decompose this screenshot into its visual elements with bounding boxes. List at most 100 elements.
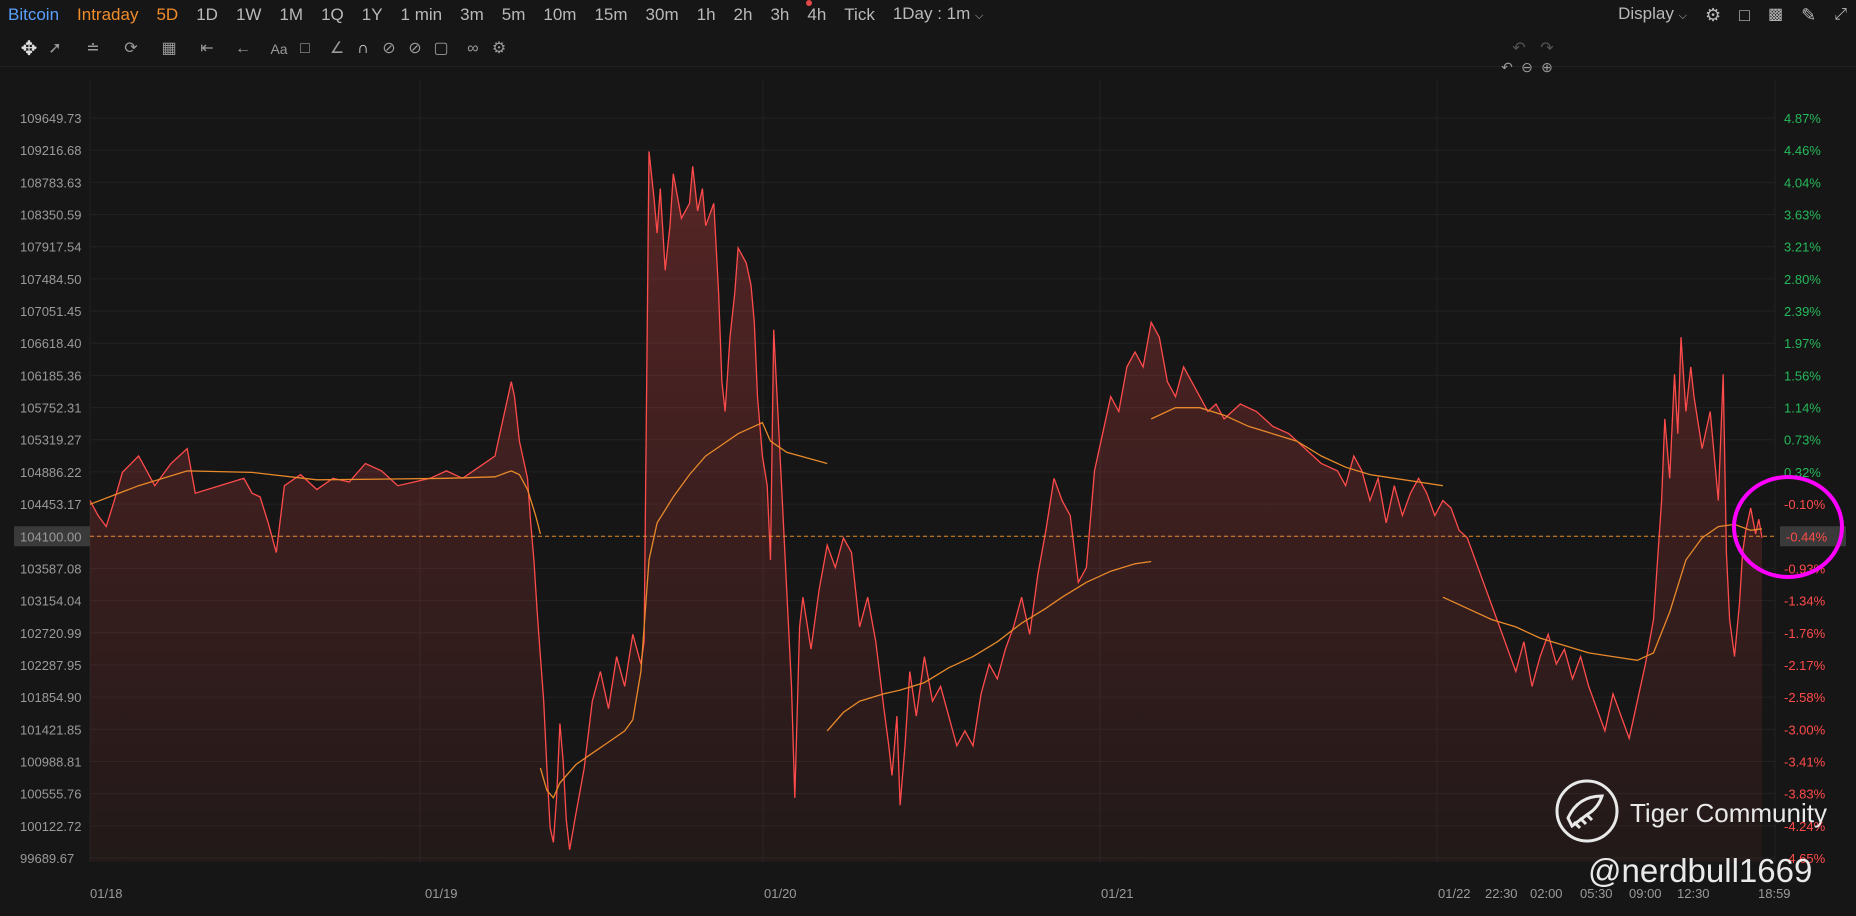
tab-intraday[interactable]: Intraday [77,5,139,24]
camera-icon[interactable]: ▩ [1767,6,1784,23]
y-tick-label: 101421.85 [20,722,81,737]
tab-tick[interactable]: Tick [844,5,875,24]
tab-1h[interactable]: 1h [696,5,716,24]
tab-1q[interactable]: 1Q [321,5,344,24]
interval-selector[interactable]: 1Day : 1m ⌵ [884,0,993,31]
layout-square-icon[interactable]: □ [1739,5,1750,25]
y-tick-label: 109216.68 [20,143,81,158]
indicator-settings-icon[interactable]: ⚙ [491,40,507,57]
y-tick-label: 107917.54 [20,240,81,255]
tab-30m[interactable]: 30m [645,5,679,24]
watermark-text: Tiger Community [1630,798,1827,828]
magnet-icon[interactable]: ∩ [357,40,369,57]
x-tick-label: 02:00 [1530,886,1563,901]
tab-3h[interactable]: 3h [770,5,790,24]
hide-drawings-icon[interactable]: ⊘ [408,40,422,57]
timeframe-bar: Bitcoin Intraday 5D 1D 1W 1M 1Q 1Y 1 min 3m 5m 10m… [0,0,1856,30]
undo-icon[interactable]: ↶ [1512,40,1526,57]
y-tick-label: 103154.04 [20,594,81,609]
y-right-tick-label: 1.97% [1784,336,1821,351]
display-label: Display [1618,4,1674,23]
y-right-tick-label: -0.93% [1784,561,1826,576]
tab-5m[interactable]: 5m [501,5,526,24]
compare-icon[interactable]: ∞ [467,40,479,57]
redo-icon[interactable]: ↷ [1540,40,1554,57]
text-tool-icon[interactable]: Aa [270,41,288,57]
average-line-segment [89,470,542,535]
x-tick-label: 05:30 [1580,886,1613,901]
y-tick-label: 108350.59 [20,208,81,223]
x-tick-label: 01/22 [1438,886,1471,901]
tab-1y[interactable]: 1Y [361,5,383,24]
tab-1d[interactable]: 1D [196,5,218,24]
tab-5d[interactable]: 5D [156,5,179,24]
y-tick-label: 108783.63 [20,175,81,190]
y-tick-label: 105319.27 [20,433,81,448]
pencil-icon[interactable]: ✎ [1801,5,1817,25]
fibonacci-tool-icon[interactable]: ▦ [161,40,177,57]
tab-10m[interactable]: 10m [543,5,577,24]
tiger-logo-icon [1555,779,1619,843]
y-tick-label: 102720.99 [20,626,81,641]
symbol-label[interactable]: Bitcoin [8,5,60,24]
comment-tool-icon[interactable]: □ [300,40,310,57]
y-right-tick-label: 1.56% [1784,368,1821,383]
tab-1w[interactable]: 1W [235,5,262,24]
average-line-segment [1150,407,1443,487]
y-right-tick-label: 2.80% [1784,272,1821,287]
price-line [89,151,1763,850]
y-tick-label: 107051.45 [20,304,81,319]
time-axis: 01/18 01/19 01/20 01/21 01/22 22:30 02:00 05:30… [90,886,1791,901]
channel-tool-icon[interactable]: ≐ [86,40,100,57]
interval-label: 1Day : 1m [892,4,971,23]
y-right-tick-label: 4.87% [1784,111,1821,126]
settings-gear-icon[interactable]: ⚙ [1704,5,1722,25]
zoom-in-icon[interactable]: ⊕ [1541,59,1553,75]
tab-3m[interactable]: 3m [460,5,484,24]
crosshair-move-icon[interactable]: ✥ [20,38,38,60]
tab-2h[interactable]: 2h [733,5,753,24]
x-tick-label: 01/20 [764,886,797,901]
lock-drawings-icon[interactable]: ⊘ [382,40,396,57]
y-right-tick-label: -2.58% [1784,690,1826,705]
measure-tool-icon[interactable]: ⇤ [200,40,214,57]
pattern-tool-icon[interactable]: ⟳ [124,40,138,57]
y-tick-label: 100988.81 [20,754,81,769]
reset-zoom-icon[interactable]: ↶ [1501,59,1513,75]
y-right-tick-label: 1.14% [1784,401,1821,416]
ruler-tool-icon[interactable]: ∠ [329,40,345,57]
live-indicator-dot [806,0,812,6]
display-menu[interactable]: Display ⌵ [1609,0,1696,31]
trash-icon[interactable]: ▢ [433,40,449,57]
y-tick-label: 104453.17 [20,497,81,512]
tab-15m[interactable]: 15m [594,5,628,24]
x-tick-label: 22:30 [1485,886,1518,901]
fullscreen-icon[interactable]: ⤢ [1834,6,1847,23]
tab-1-min[interactable]: 1 min [400,5,443,24]
drawing-toolbar: ✥ ➚ ≐ ⟳ ▦ ⇤ ← Aa □ ∠ ∩ ⊘ ⊘ ▢ ∞ ⚙ ↶ ↷ ↶ ⊖… [0,30,1856,75]
current-price-tag: 104100.00 [14,526,90,547]
y-tick-label: 104886.22 [20,465,81,480]
y-right-tick-label: -1.76% [1784,626,1826,641]
y-right-tick-label: -3.83% [1784,787,1826,802]
y-right-tick-label: 4.04% [1784,175,1821,190]
chevron-down-icon: ⌵ [1678,10,1687,22]
zoom-out-icon[interactable]: ⊖ [1521,59,1533,75]
price-chart[interactable]: 109649.73 109216.68 108783.63 108350.59 1079… [0,66,1856,916]
tab-1m[interactable]: 1M [279,5,304,24]
average-line-segment [1442,523,1763,661]
y-right-tick-label: -3.00% [1784,722,1826,737]
y-tick-label: 106185.36 [20,368,81,383]
y-tick-label: 109649.73 [20,111,81,126]
current-percent-value: -0.44% [1786,529,1828,544]
trend-line-tool-icon[interactable]: ➚ [48,40,62,57]
price-area-fill [90,151,1762,862]
arrow-tool-icon[interactable]: ← [235,40,251,57]
y-right-tick-label: 2.39% [1784,304,1821,319]
x-tick-label: 18:59 [1758,886,1791,901]
left-price-axis: 109649.73 109216.68 108783.63 108350.59 1079… [20,111,81,866]
tab-4h[interactable]: 4h [807,5,827,24]
y-right-tick-label: -3.41% [1784,754,1826,769]
y-right-tick-label: -1.34% [1784,594,1826,609]
x-tick-label: 09:00 [1629,886,1662,901]
